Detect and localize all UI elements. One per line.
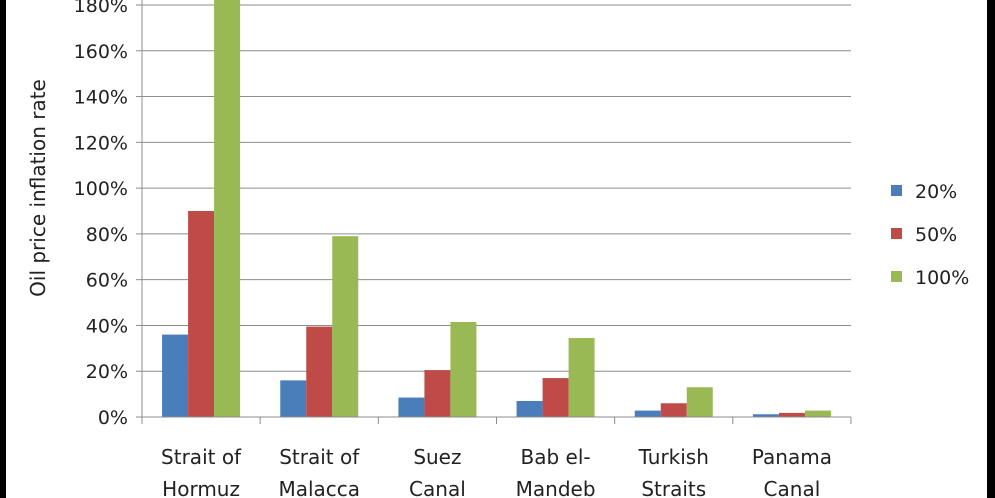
bar [214,0,241,417]
gridlines [142,4,851,372]
y-tick-label: 60% [86,270,128,292]
bar [398,397,425,417]
x-category-label: Bab el- [521,445,591,469]
y-tick-label: 100% [74,178,128,200]
bar [752,414,779,417]
y-tick-label: 160% [74,41,128,63]
legend-swatch [891,271,902,282]
bar [542,378,569,417]
bar [424,370,451,417]
x-category-label: Hormuz [162,477,240,498]
y-tick-label: 40% [86,315,128,337]
axes [141,0,852,424]
category-labels: Strait of Hormuz Strait of Malacca Suez Canal… [161,445,832,498]
y-tick-label: 140% [74,87,128,109]
y-tick-label: 80% [86,224,128,246]
bar [634,410,661,417]
bar [188,211,215,417]
y-tick-label: 180% [74,0,128,17]
bar [450,322,477,417]
bar [280,380,307,417]
x-category-label: Canal [764,477,821,498]
y-tick-label: 120% [74,132,128,154]
x-category-label: Mandeb [516,477,596,498]
x-category-label: Malacca [278,477,360,498]
bar [568,338,595,417]
bar [660,403,687,417]
y-tick-label: 0% [98,407,128,429]
x-category-label: Strait of [161,445,242,469]
bar [332,236,359,417]
legend-label: 20% [915,181,957,203]
y-tick-label: 20% [86,361,128,383]
bar [778,412,805,417]
bar [162,334,189,417]
legend: 20% 50% 100% [891,181,969,289]
x-category-label: Straits [641,477,706,498]
bars [162,0,831,417]
bar [686,387,713,417]
y-tick-labels: 0% 20% 40% 60% 80% 100% 120% 140% 160% 180% [74,0,142,429]
bar [804,410,831,417]
bar-chart: 0% 20% 40% 60% 80% 100% 120% 140% 160% 180% Strai… [26,0,969,498]
x-category-label: Turkish [638,445,709,469]
legend-swatch [891,228,902,239]
x-category-label: Suez [413,445,461,469]
bar [516,400,543,417]
x-category-label: Panama [752,445,832,469]
x-category-label: Canal [409,477,466,498]
x-category-label: Strait of [279,445,360,469]
legend-label: 100% [915,267,969,289]
y-axis-title: Oil price inflation rate [26,79,50,297]
chart-frame: 0% 20% 40% 60% 80% 100% 120% 140% 160% 180% Strai… [6,0,987,498]
bar [306,326,333,417]
legend-swatch [891,185,902,196]
legend-label: 50% [915,224,957,246]
